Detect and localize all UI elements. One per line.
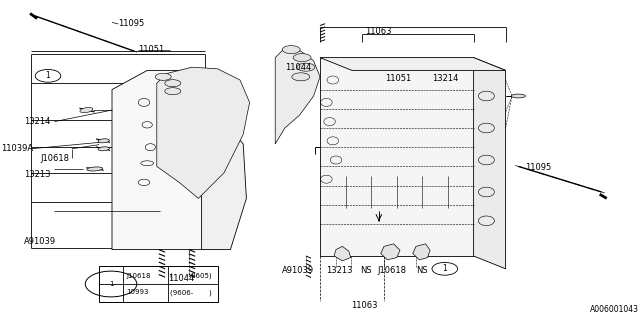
Text: 10993: 10993 [126, 290, 148, 295]
Text: (       -9605): ( -9605) [170, 272, 211, 279]
Text: NS: NS [360, 266, 372, 275]
Polygon shape [320, 58, 506, 70]
Text: J10618: J10618 [40, 154, 69, 163]
Text: A91039: A91039 [24, 237, 56, 246]
Text: 11095: 11095 [525, 164, 551, 172]
Text: J10618: J10618 [378, 266, 406, 275]
Text: 13214: 13214 [24, 117, 51, 126]
Polygon shape [320, 58, 474, 256]
Ellipse shape [87, 167, 102, 171]
Polygon shape [157, 67, 250, 198]
Polygon shape [275, 48, 320, 144]
Text: 11051: 11051 [385, 74, 412, 83]
Text: NS: NS [416, 266, 428, 275]
Ellipse shape [511, 94, 525, 98]
Text: 11063: 11063 [365, 28, 391, 36]
Text: 11039A: 11039A [1, 144, 33, 153]
Polygon shape [334, 246, 351, 261]
Text: 13213: 13213 [24, 170, 51, 179]
Text: (9606-       ): (9606- ) [170, 289, 212, 296]
Text: 13213: 13213 [326, 266, 353, 275]
Ellipse shape [292, 73, 310, 81]
Ellipse shape [282, 46, 300, 53]
Polygon shape [202, 70, 246, 250]
Polygon shape [112, 70, 205, 250]
Polygon shape [381, 244, 400, 260]
Text: 13214: 13214 [432, 74, 458, 83]
Text: 1: 1 [45, 71, 51, 80]
Text: 11044: 11044 [285, 63, 311, 72]
Text: J10618: J10618 [126, 273, 150, 278]
Ellipse shape [165, 88, 181, 95]
Ellipse shape [155, 73, 172, 80]
Text: 1: 1 [442, 264, 447, 273]
Text: 11044: 11044 [168, 274, 194, 283]
Ellipse shape [98, 147, 109, 151]
Ellipse shape [80, 108, 93, 113]
Ellipse shape [297, 63, 315, 71]
Text: 11063: 11063 [351, 301, 377, 310]
Text: A91039: A91039 [282, 266, 314, 275]
Text: A006001043: A006001043 [589, 305, 639, 314]
Text: 1: 1 [109, 281, 113, 287]
Ellipse shape [165, 80, 181, 87]
Ellipse shape [98, 139, 109, 143]
Polygon shape [474, 58, 506, 269]
Polygon shape [413, 244, 430, 260]
Ellipse shape [293, 53, 311, 61]
Text: 11095: 11095 [118, 20, 145, 28]
Text: 11051: 11051 [138, 45, 164, 54]
